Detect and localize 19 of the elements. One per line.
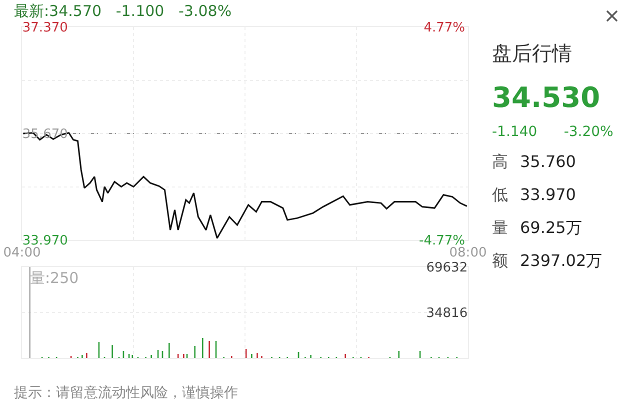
text: 高 (492, 152, 508, 171)
x-tick-label: 08:00 (449, 246, 487, 261)
text: 低 (492, 185, 508, 204)
x-tick-label: 04:00 (3, 246, 41, 261)
text: 2397.02万 (520, 251, 602, 270)
text: 盘后行情 (492, 40, 573, 67)
y3-tick-label: 69632 (426, 260, 468, 276)
text: 34.530 (492, 81, 602, 114)
text: 额 (492, 251, 508, 270)
text: 35.760 (520, 152, 576, 171)
text: 33.970 (520, 185, 576, 204)
text: 提示：请留意流动性风险，谨慎操作 (14, 384, 238, 402)
y-tick-label: 37.370 (22, 20, 68, 36)
y2-tick-label: 4.77% (424, 20, 465, 36)
chart-title: 最新:34.570 -1.100 -3.08% (14, 2, 232, 21)
text: 69.25万 (520, 218, 582, 237)
text: -1.140 -3.20% (492, 124, 614, 140)
y3-tick-label: 34816 (426, 306, 468, 322)
text: 量 (492, 218, 508, 237)
